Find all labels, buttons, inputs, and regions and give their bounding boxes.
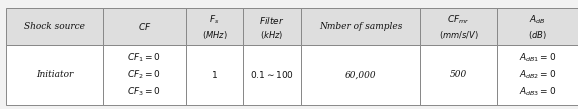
Text: Initiator: Initiator bbox=[36, 70, 73, 79]
Text: $0.1{\sim}100$: $0.1{\sim}100$ bbox=[250, 69, 294, 80]
Bar bbox=[301, 8, 420, 45]
Text: Nmber of samples: Nmber of samples bbox=[318, 22, 402, 31]
Text: $\mathit{(mm/s/V)}$: $\mathit{(mm/s/V)}$ bbox=[439, 29, 479, 41]
Text: $\mathit{CF}_{mr}$: $\mathit{CF}_{mr}$ bbox=[447, 14, 470, 26]
Text: $\mathit{A}_{dB}$: $\mathit{A}_{dB}$ bbox=[529, 14, 546, 26]
Text: $\mathit{1}$: $\mathit{1}$ bbox=[211, 69, 218, 80]
Text: $\mathit{A}_{dB2}=0$: $\mathit{A}_{dB2}=0$ bbox=[519, 69, 557, 81]
Text: $\mathit{CF}$: $\mathit{CF}$ bbox=[138, 21, 151, 32]
Text: 500: 500 bbox=[450, 70, 468, 79]
Text: $\mathit{CF}_2=0$: $\mathit{CF}_2=0$ bbox=[128, 69, 161, 81]
Text: $\mathit{(MHz)}$: $\mathit{(MHz)}$ bbox=[202, 29, 227, 41]
Bar bbox=[420, 8, 497, 45]
Text: 60,000: 60,000 bbox=[344, 70, 376, 79]
Bar bbox=[6, 45, 103, 105]
Text: $\mathit{A}_{dB3}=0$: $\mathit{A}_{dB3}=0$ bbox=[519, 85, 557, 98]
Text: $\mathit{(dB)}$: $\mathit{(dB)}$ bbox=[528, 29, 547, 41]
Bar bbox=[186, 8, 243, 45]
Bar bbox=[103, 8, 186, 45]
Bar bbox=[243, 8, 301, 45]
Text: $\mathit{Filter}$: $\mathit{Filter}$ bbox=[260, 15, 285, 26]
Text: Shock source: Shock source bbox=[24, 22, 85, 31]
Text: $\mathit{F_s}$: $\mathit{F_s}$ bbox=[209, 14, 220, 26]
Bar bbox=[6, 8, 103, 45]
Bar bbox=[301, 45, 420, 105]
Bar bbox=[103, 45, 186, 105]
Text: $\mathit{CF}_1=0$: $\mathit{CF}_1=0$ bbox=[128, 52, 161, 64]
Text: $\mathit{(kHz)}$: $\mathit{(kHz)}$ bbox=[260, 29, 284, 41]
Text: $\mathit{CF}_3=0$: $\mathit{CF}_3=0$ bbox=[128, 85, 161, 98]
Bar bbox=[497, 45, 578, 105]
Bar bbox=[420, 45, 497, 105]
Text: $\mathit{A}_{dB1}=0$: $\mathit{A}_{dB1}=0$ bbox=[519, 52, 557, 64]
Bar bbox=[243, 45, 301, 105]
Bar bbox=[497, 8, 578, 45]
Bar bbox=[186, 45, 243, 105]
